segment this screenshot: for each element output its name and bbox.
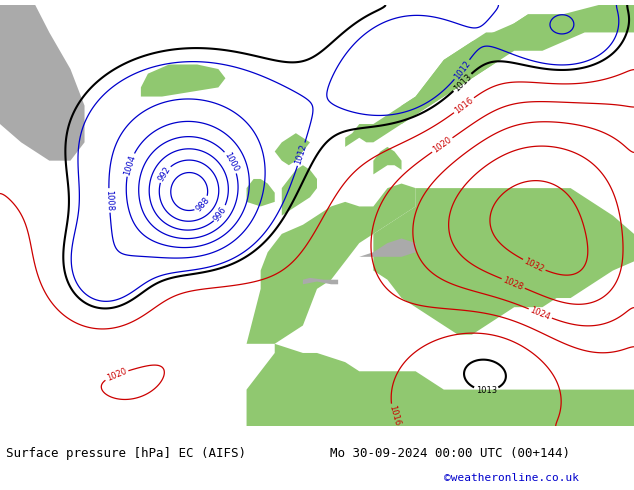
Text: 1032: 1032 [522,256,546,274]
Text: Mo 30-09-2024 00:00 UTC (00+144): Mo 30-09-2024 00:00 UTC (00+144) [330,447,570,460]
Polygon shape [401,5,634,124]
Text: 1000: 1000 [223,151,241,173]
Text: 1024: 1024 [529,305,552,322]
Text: 1028: 1028 [501,275,525,292]
Polygon shape [247,179,275,206]
Text: 1004: 1004 [122,153,137,176]
Text: 1020: 1020 [431,135,453,155]
Text: 1012: 1012 [294,143,309,166]
Polygon shape [345,14,528,147]
Text: 992: 992 [156,165,172,183]
Text: 1013: 1013 [451,72,473,93]
Polygon shape [141,65,226,97]
Text: 1016: 1016 [387,404,401,427]
Text: 1013: 1013 [476,386,497,395]
Text: 1020: 1020 [105,367,128,383]
Polygon shape [303,278,338,284]
Polygon shape [247,184,416,344]
Polygon shape [359,239,416,257]
Text: 1008: 1008 [104,190,114,211]
Text: 1016: 1016 [453,95,475,115]
Text: 988: 988 [194,196,211,213]
Polygon shape [0,5,84,161]
Text: 1012: 1012 [452,59,472,81]
Polygon shape [373,147,401,174]
Polygon shape [247,344,634,426]
Polygon shape [275,133,310,165]
Text: Surface pressure [hPa] EC (AIFS): Surface pressure [hPa] EC (AIFS) [6,447,247,460]
Polygon shape [373,188,634,335]
Text: 996: 996 [212,204,229,222]
Text: ©weatheronline.co.uk: ©weatheronline.co.uk [444,473,579,483]
Polygon shape [281,165,317,216]
